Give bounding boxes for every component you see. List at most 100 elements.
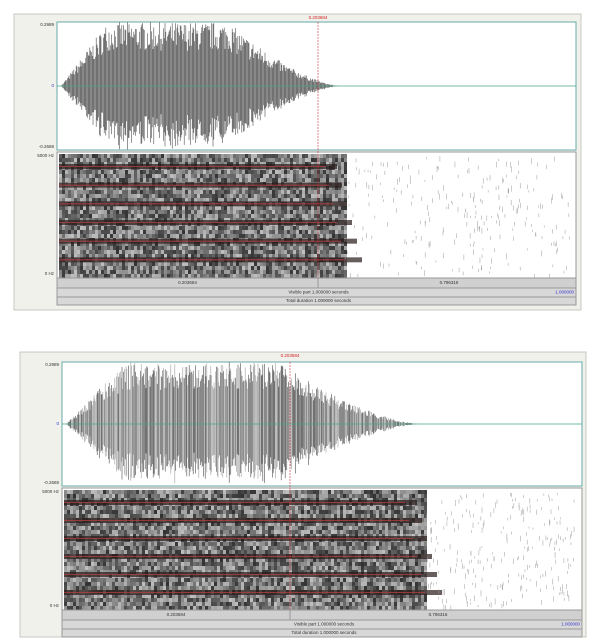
spectrogram-cell — [137, 250, 140, 254]
spectrogram-cell — [86, 214, 89, 218]
spectrogram-cell — [116, 246, 119, 250]
spectrogram-cell — [266, 206, 269, 210]
spectrogram-cell — [245, 206, 248, 210]
spectrogram-cell — [71, 178, 74, 182]
spectrogram-cell — [218, 214, 221, 218]
spectrogram-cell — [127, 562, 130, 566]
spectrogram-cell — [242, 194, 245, 198]
spectrogram-cell — [248, 210, 251, 214]
spectrogram-cell — [200, 274, 203, 278]
spectrogram-cell — [260, 214, 263, 218]
spectrogram-cell — [164, 190, 167, 194]
spectrogram-cell — [140, 226, 143, 230]
spectrogram-cell — [320, 246, 323, 250]
spectrogram-cell — [284, 246, 287, 250]
spectrogram-cell — [281, 230, 284, 234]
spectrogram-cell — [302, 234, 305, 238]
spectrogram-cell — [98, 262, 101, 266]
spectrogram-cell — [173, 270, 176, 274]
spectrogram-cell — [70, 602, 73, 606]
spectrogram-cell — [88, 562, 91, 566]
spectrogram-cell — [338, 270, 341, 274]
spectrogram-cell — [260, 178, 263, 182]
spectrogram-cell — [200, 170, 203, 174]
spectrogram-cell — [143, 170, 146, 174]
spectrogram-cell — [116, 214, 119, 218]
spectrogram-cell — [143, 274, 146, 278]
spectrogram-cell — [299, 206, 302, 210]
spectrogram-cell — [263, 226, 266, 230]
spectrogram-cell — [118, 562, 121, 566]
spectrogram-cell — [59, 210, 62, 214]
spectrogram-cell — [344, 274, 347, 278]
spectrogram-cell — [62, 206, 65, 210]
spectrogram-cell — [221, 174, 224, 178]
spectrogram-cell — [94, 606, 97, 610]
spectrogram-cell — [148, 582, 151, 586]
spectrogram-cell — [179, 262, 182, 266]
spectrogram-cell — [317, 230, 320, 234]
spectrogram-cell — [206, 250, 209, 254]
spectrogram-cell — [130, 566, 133, 570]
spectrogram-cell — [110, 178, 113, 182]
spectrogram-cell — [85, 542, 88, 546]
spectrogram-cell — [119, 210, 122, 214]
spectrogram-cell — [311, 158, 314, 162]
spectrogram-cell — [323, 246, 326, 250]
spectrogram-cell — [65, 270, 68, 274]
spectrogram-cell — [62, 158, 65, 162]
spectrogram-cell — [293, 178, 296, 182]
spectrogram-cell — [65, 158, 68, 162]
spectrogram-cell — [98, 178, 101, 182]
spectrogram-cell — [94, 562, 97, 566]
spectrogram-cell — [287, 214, 290, 218]
spectrogram-cell — [113, 270, 116, 274]
spectrogram-cell — [170, 270, 173, 274]
spectrogram-cell — [314, 250, 317, 254]
spectrogram-cell — [173, 158, 176, 162]
spectrogram-cell — [124, 606, 127, 610]
spectrogram-cell — [197, 234, 200, 238]
spectrogram-cell — [122, 230, 125, 234]
spectrogram-cell — [74, 250, 77, 254]
spectrogram-cell — [149, 178, 152, 182]
spectrogram-cell — [97, 566, 100, 570]
spectrogram-cell — [161, 250, 164, 254]
spectrogram-cell — [110, 174, 113, 178]
spectrogram-cell — [157, 490, 160, 494]
spectrogram-cell — [131, 274, 134, 278]
spectrogram-cell — [112, 510, 115, 514]
spectrogram-cell — [154, 602, 157, 606]
spectrogram-cell — [266, 266, 269, 270]
spectrogram-cell — [128, 230, 131, 234]
spectrogram-cell — [344, 226, 347, 230]
spectrogram-cell — [317, 210, 320, 214]
spectrogram-cell — [245, 250, 248, 254]
spectrogram-cell — [97, 514, 100, 518]
spectrogram-cell — [236, 158, 239, 162]
spectrogram-cell — [188, 274, 191, 278]
spectrogram-cell — [167, 262, 170, 266]
spectrogram-cell — [70, 526, 73, 530]
spectrogram-cell — [167, 214, 170, 218]
spectrogram-cell — [329, 250, 332, 254]
spectrogram-cell — [140, 206, 143, 210]
spectrogram-cell — [130, 494, 133, 498]
spectrogram-cell — [158, 270, 161, 274]
spectrogram-cell — [133, 582, 136, 586]
spectrogram-cell — [272, 270, 275, 274]
spectrogram-cell — [67, 542, 70, 546]
spectrogram-cell — [263, 266, 266, 270]
spectrogram-cell — [74, 234, 77, 238]
spectrogram-cell — [59, 266, 62, 270]
spectrogram-cell — [133, 542, 136, 546]
spectrogram-cell — [152, 262, 155, 266]
spectrogram-cell — [83, 178, 86, 182]
spectrogram-cell — [248, 262, 251, 266]
spectrogram-cell — [176, 246, 179, 250]
spectrogram-cell — [323, 154, 326, 158]
spectrogram-cell — [197, 206, 200, 210]
spectrogram-cell — [71, 234, 74, 238]
spectrogram-cell — [73, 562, 76, 566]
spectrogram-cell — [293, 262, 296, 266]
